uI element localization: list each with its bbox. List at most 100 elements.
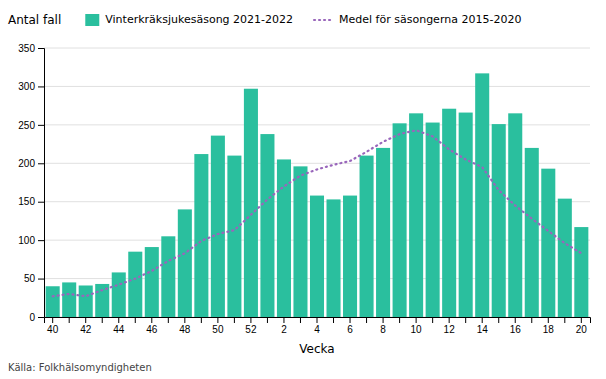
x-tick [465, 317, 466, 323]
x-tick [498, 317, 499, 323]
x-tick-mark [432, 317, 433, 323]
x-tick-mark [333, 317, 334, 323]
x-tick-mark [498, 317, 499, 323]
bar [459, 113, 473, 317]
x-tick-mark [168, 317, 169, 323]
x-tick-label: 16 [510, 324, 522, 335]
y-tick: 300 [18, 81, 44, 92]
bar [574, 227, 588, 317]
x-tick-mark [581, 317, 582, 323]
y-tick-mark [38, 240, 44, 241]
x-tick [564, 317, 565, 323]
x-tick [399, 317, 400, 323]
x-tick-mark [548, 317, 549, 323]
bar [227, 156, 241, 317]
y-tick: 0 [29, 312, 44, 323]
x-tick-mark [69, 317, 70, 323]
x-axis-line [45, 318, 591, 324]
x-tick [135, 317, 136, 323]
bar [293, 166, 307, 317]
x-tick: 8 [380, 317, 386, 335]
x-tick-mark [201, 317, 202, 323]
bar [310, 196, 324, 317]
x-tick-label: 20 [576, 324, 588, 335]
line [53, 130, 582, 296]
y-tick-label: 150 [18, 196, 35, 207]
y-tick-mark [38, 48, 44, 49]
bar [409, 113, 423, 317]
x-tick: 6 [347, 317, 353, 335]
x-tick-label: 14 [477, 324, 489, 335]
x-tick: 50 [212, 317, 224, 335]
y-tick-label: 100 [18, 235, 35, 246]
bar [178, 209, 192, 317]
y-tick: 350 [18, 43, 44, 54]
x-tick [300, 317, 301, 323]
grid-line [44, 163, 590, 164]
x-tick-label: 8 [380, 324, 386, 335]
x-tick-mark [416, 317, 417, 323]
bar [558, 199, 572, 317]
bar [260, 134, 274, 317]
bar-series [46, 73, 589, 317]
x-tick-mark [465, 317, 466, 323]
y-tick-mark [38, 202, 44, 203]
bar [541, 169, 555, 317]
x-tick-mark [151, 317, 152, 323]
bar [211, 136, 225, 317]
x-tick-mark [283, 317, 284, 323]
x-tick-mark [399, 317, 400, 323]
bar [475, 73, 489, 317]
x-tick-mark [482, 317, 483, 323]
x-tick-label: 50 [212, 324, 224, 335]
grid-line [44, 86, 590, 87]
x-tick-mark [250, 317, 251, 323]
x-tick [201, 317, 202, 323]
x-tick: 46 [146, 317, 158, 335]
legend-label: Vinterkräksjukesäsong 2021-2022 [105, 13, 293, 26]
x-tick: 20 [576, 317, 588, 335]
marks [46, 73, 589, 317]
x-tick [267, 317, 268, 323]
x-tick: 44 [113, 317, 125, 335]
x-tick-label: 6 [347, 324, 353, 335]
x-tick: 40 [47, 317, 59, 335]
x-tick: 18 [543, 317, 555, 335]
y-tick-mark [38, 279, 44, 280]
x-tick: 52 [245, 317, 257, 335]
x-tick [69, 317, 70, 323]
x-tick-mark [234, 317, 235, 323]
x-tick-mark [383, 317, 384, 323]
legend-label: Medel för säsongerna 2015-2020 [339, 13, 521, 26]
x-tick-mark [184, 317, 185, 323]
x-tick [168, 317, 169, 323]
x-tick-label: 2 [281, 324, 287, 335]
x-tick: 12 [444, 317, 456, 335]
y-tick-mark [38, 86, 44, 87]
x-tick-label: 12 [444, 324, 456, 335]
bar [244, 89, 258, 317]
x-tick-mark [531, 317, 532, 323]
x-tick-label: 44 [113, 324, 125, 335]
y-tick: 250 [18, 120, 44, 131]
y-tick-label: 50 [24, 273, 36, 284]
x-tick: 16 [510, 317, 522, 335]
bar [79, 285, 93, 317]
source: Källa: Folkhälsomyndigheten [8, 362, 152, 373]
x-tick-label: 40 [47, 324, 59, 335]
bar [508, 113, 522, 317]
x-tick: 4 [314, 317, 320, 335]
y-tick: 100 [18, 235, 44, 246]
x-tick: 2 [281, 317, 287, 335]
x-tick-label: 4 [314, 324, 320, 335]
bar [128, 252, 142, 317]
x-tick-mark [52, 317, 53, 323]
bar [112, 272, 126, 317]
x-tick: 48 [179, 317, 191, 335]
y-tick-label: 200 [18, 158, 35, 169]
bar [343, 196, 357, 317]
bar [62, 282, 76, 317]
grid-line [44, 48, 590, 49]
bar [161, 236, 175, 317]
legend-item: Vinterkräksjukesäsong 2021-2022 [85, 13, 293, 26]
